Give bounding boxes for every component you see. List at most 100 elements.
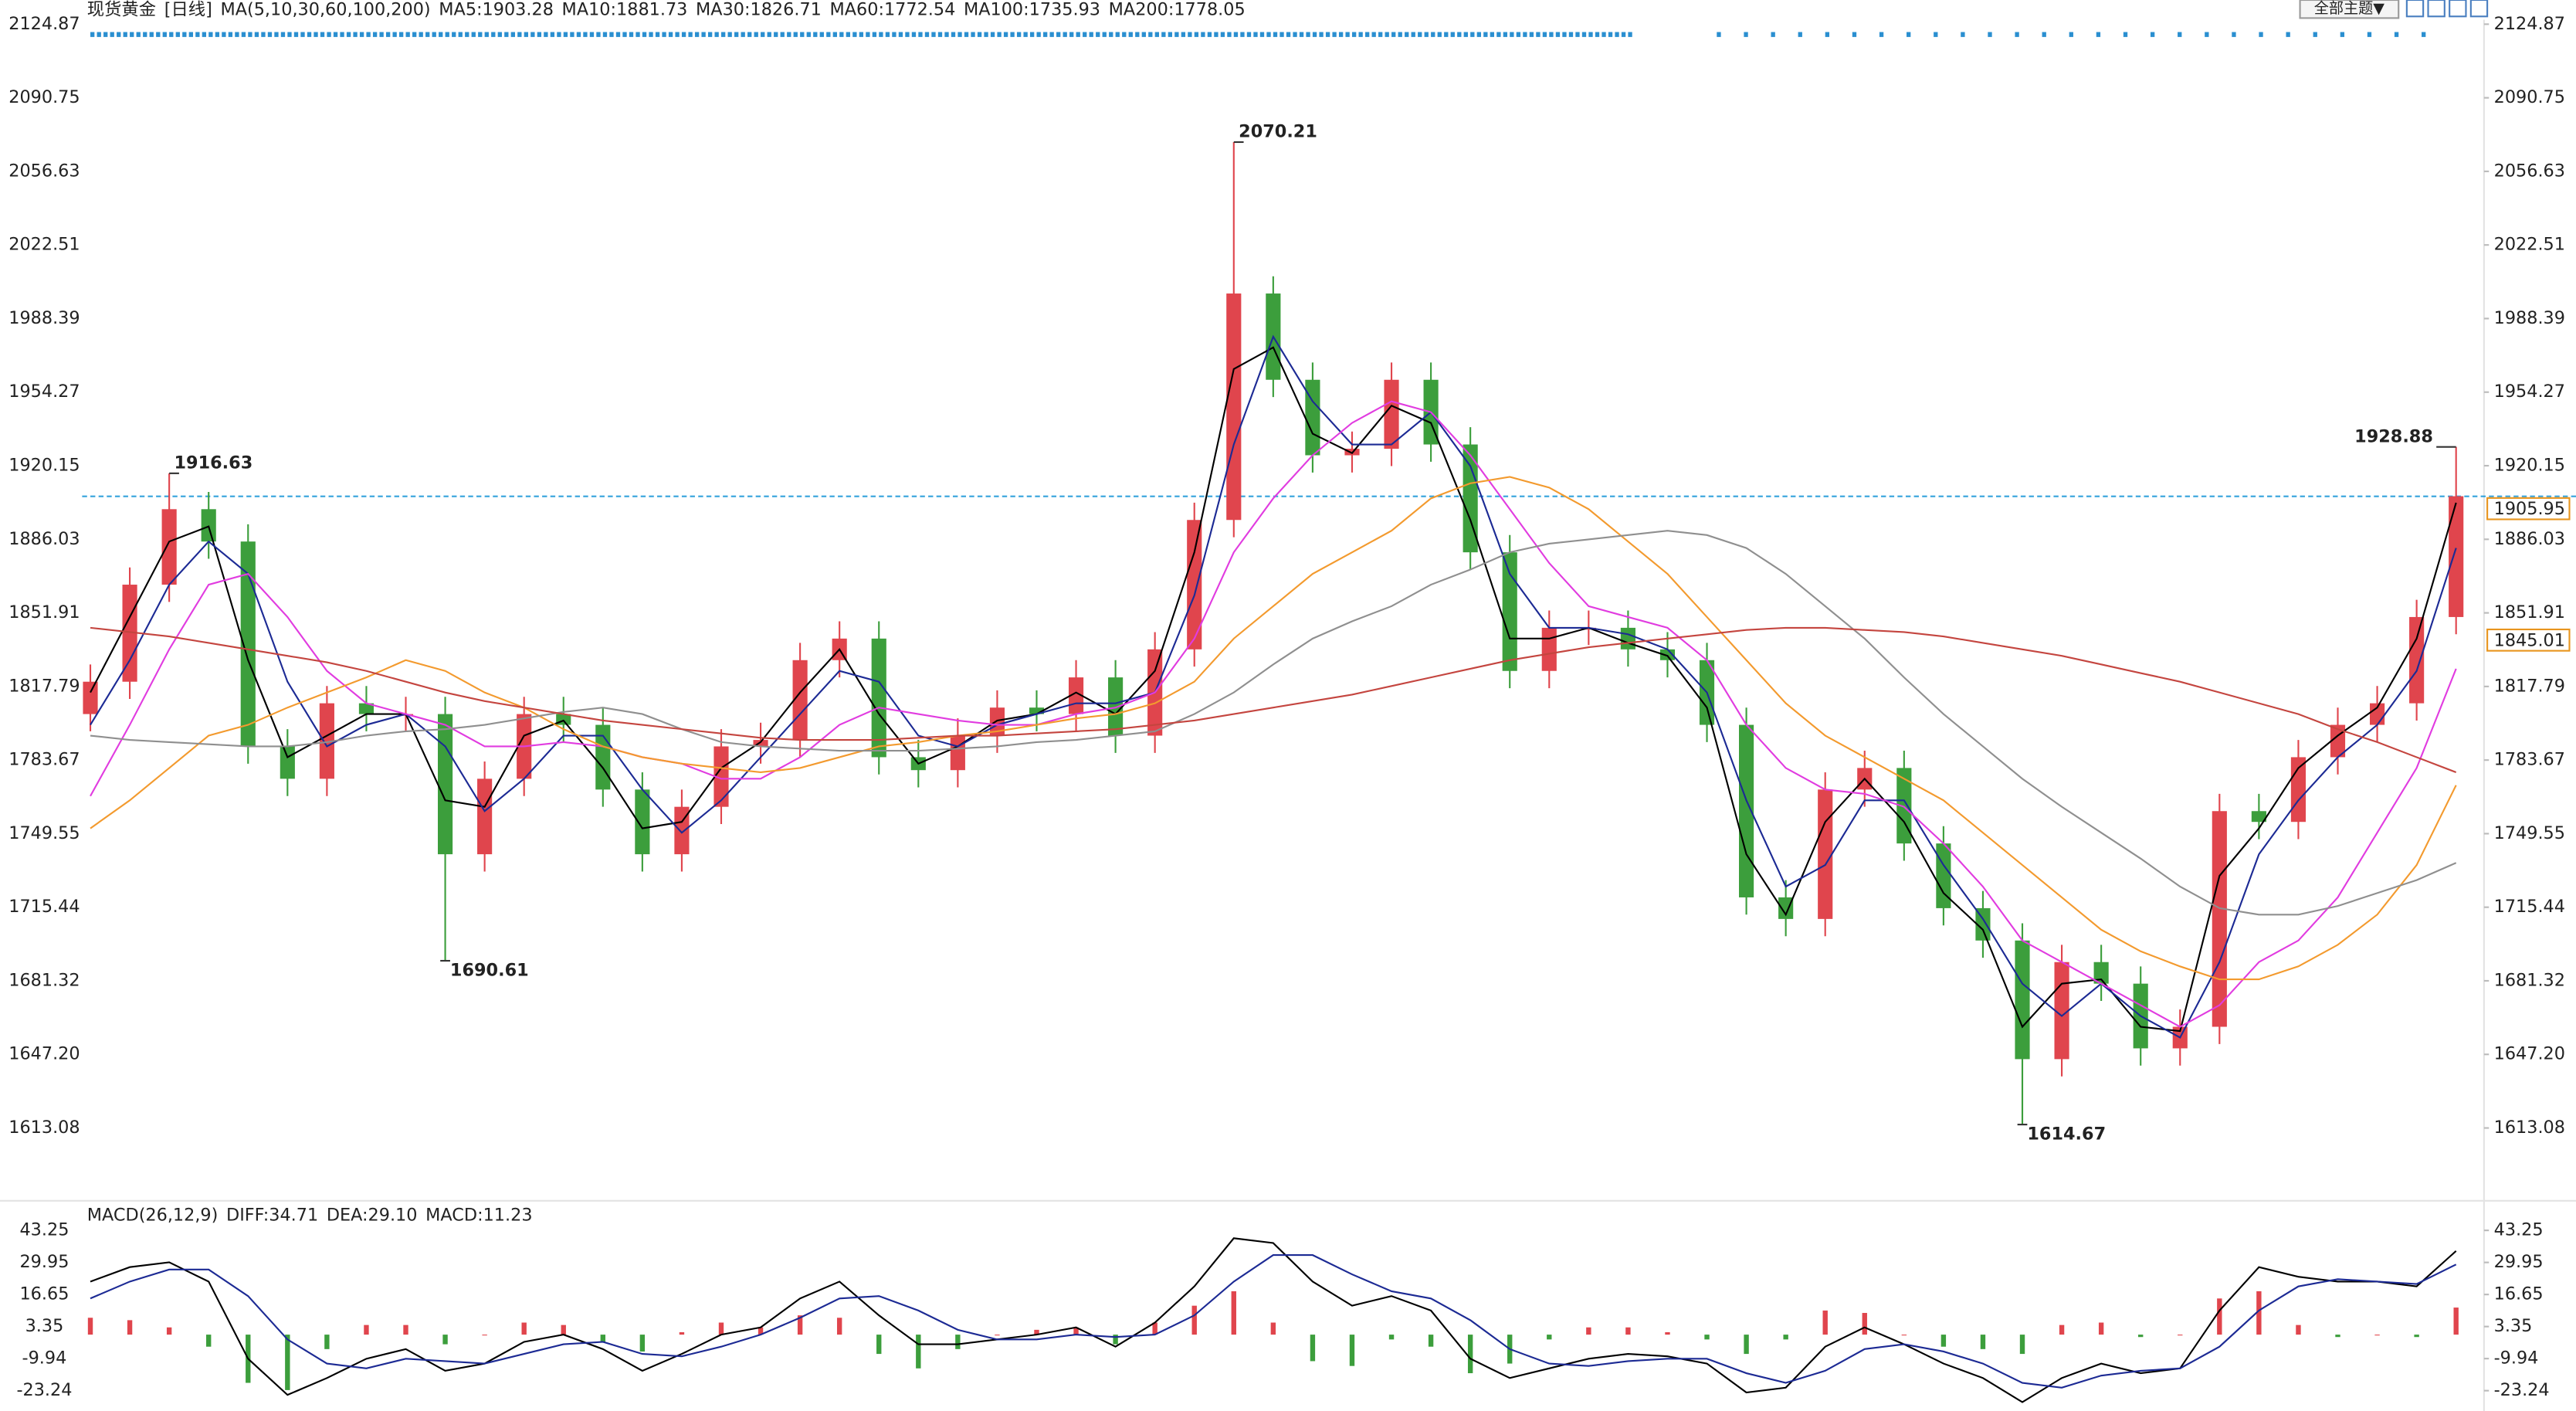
y-tick-label: 1851.91 <box>8 602 80 622</box>
macd-bar <box>1152 1322 1158 1335</box>
candle-body <box>201 509 216 542</box>
macd-bar <box>1547 1335 1552 1340</box>
y-tick-label: 1715.44 <box>2494 897 2565 917</box>
layout-icon[interactable] <box>2405 0 2425 18</box>
y-tick-label: 1988.39 <box>8 308 80 328</box>
legend-item: MA200:1778.05 <box>1109 0 1246 19</box>
macd-bar <box>166 1327 172 1335</box>
layout-icon[interactable] <box>2469 0 2489 18</box>
candle-body <box>635 789 650 855</box>
y-tick-label: 1681.32 <box>2494 970 2565 990</box>
high-label: 1916.63 <box>175 453 253 473</box>
y-tick-label: 1715.44 <box>8 897 80 917</box>
y-tick-label: 1817.79 <box>2494 676 2565 696</box>
candle-body <box>1778 897 1794 919</box>
candle-body <box>1384 379 1399 449</box>
candle-body <box>2449 496 2464 617</box>
ma-line <box>90 530 2457 916</box>
theme-button-label[interactable]: 全部主题▼ <box>2314 0 2385 17</box>
candle-body <box>1463 444 1478 553</box>
y-tick-label: 1886.03 <box>2494 529 2565 549</box>
y-tick-label: 1851.91 <box>2494 602 2565 622</box>
y-tick-label: 1783.67 <box>8 750 80 770</box>
macd-bar <box>2059 1325 2065 1335</box>
macd-bar <box>324 1335 330 1349</box>
macd-bar <box>1980 1335 1986 1349</box>
macd-bar <box>1231 1291 1236 1335</box>
macd-bar <box>2256 1291 2262 1335</box>
macd-bar <box>797 1315 803 1335</box>
macd-bar <box>285 1335 290 1390</box>
candle-body <box>1659 649 1676 660</box>
candle-body <box>2409 616 2425 704</box>
y-tick-label: 2124.87 <box>8 14 80 34</box>
y-tick-label: 16.65 <box>19 1284 69 1304</box>
y-tick-label: -23.24 <box>16 1380 72 1400</box>
y-tick-label: 1920.15 <box>2494 456 2565 476</box>
macd-bar <box>1665 1331 1670 1335</box>
candle-body <box>950 735 965 771</box>
legend-item: MACD:11.23 <box>425 1205 532 1225</box>
y-tick-label: 2090.75 <box>8 87 80 107</box>
ma-line <box>90 334 2457 1039</box>
macd-bar <box>679 1331 685 1335</box>
y-tick-label: 1647.20 <box>2494 1044 2565 1064</box>
high-label: 1928.88 <box>2354 426 2433 446</box>
y-tick-label: 2022.51 <box>8 235 80 255</box>
macd-bar <box>1467 1335 1473 1374</box>
y-tick-label: -9.94 <box>22 1348 67 1369</box>
theme-button[interactable] <box>2299 0 2400 19</box>
ma-line <box>90 626 2457 773</box>
macd-bar <box>600 1335 606 1342</box>
macd-bar <box>1428 1335 1434 1347</box>
candle-body <box>2015 940 2030 1060</box>
y-tick-label: 29.95 <box>19 1252 69 1272</box>
y-tick-label: 43.25 <box>19 1220 69 1240</box>
y-tick-label: 3.35 <box>2494 1316 2533 1336</box>
macd-bar <box>2138 1335 2144 1338</box>
candle-body <box>1226 293 1242 521</box>
macd-bar <box>1625 1327 1631 1335</box>
macd-bar <box>955 1335 961 1349</box>
layout-icon[interactable] <box>2449 0 2467 18</box>
candle-body <box>1896 768 1912 844</box>
legend-item: MA60:1772.54 <box>830 0 956 19</box>
y-tick-label: 1817.79 <box>8 676 80 696</box>
macd-bar <box>561 1325 566 1335</box>
candle-body <box>319 703 334 779</box>
candle-body <box>871 638 886 758</box>
layout-icon[interactable] <box>2427 0 2446 18</box>
ma-line <box>90 400 2457 1028</box>
candle-body <box>989 707 1005 736</box>
y-tick-label: 1954.27 <box>8 382 80 402</box>
candle-body <box>595 724 611 790</box>
low-label: 1690.61 <box>450 960 529 980</box>
macd-bar <box>1349 1335 1355 1366</box>
y-tick-label: 29.95 <box>2494 1252 2544 1272</box>
macd-bar <box>1073 1327 1079 1335</box>
candle-body <box>792 660 808 741</box>
price-tag: 1905.95 <box>2494 499 2565 519</box>
macd-bar <box>1310 1335 1316 1362</box>
low-label: 1614.67 <box>2027 1124 2106 1144</box>
macd-bar <box>403 1325 408 1335</box>
legend-item: MACD(26,12,9) <box>87 1205 219 1225</box>
y-tick-label: 1613.08 <box>8 1118 80 1138</box>
macd-bar <box>442 1335 448 1345</box>
y-tick-label: 1749.55 <box>8 823 80 843</box>
candle-body <box>161 509 177 585</box>
ma-line <box>90 1254 2457 1389</box>
candle-body <box>1187 520 1202 650</box>
candle-body <box>1029 707 1045 714</box>
macd-bar <box>916 1335 921 1369</box>
macd-bar <box>1783 1335 1788 1340</box>
candle-body <box>1502 552 1517 671</box>
y-tick-label: -9.94 <box>2494 1348 2539 1369</box>
macd-bar <box>2019 1335 2025 1355</box>
y-tick-label: 16.65 <box>2494 1284 2544 1304</box>
macd-bar <box>1822 1310 1828 1335</box>
macd-bar <box>1862 1313 1867 1335</box>
legend-item: 现货黄金 <box>87 0 156 19</box>
